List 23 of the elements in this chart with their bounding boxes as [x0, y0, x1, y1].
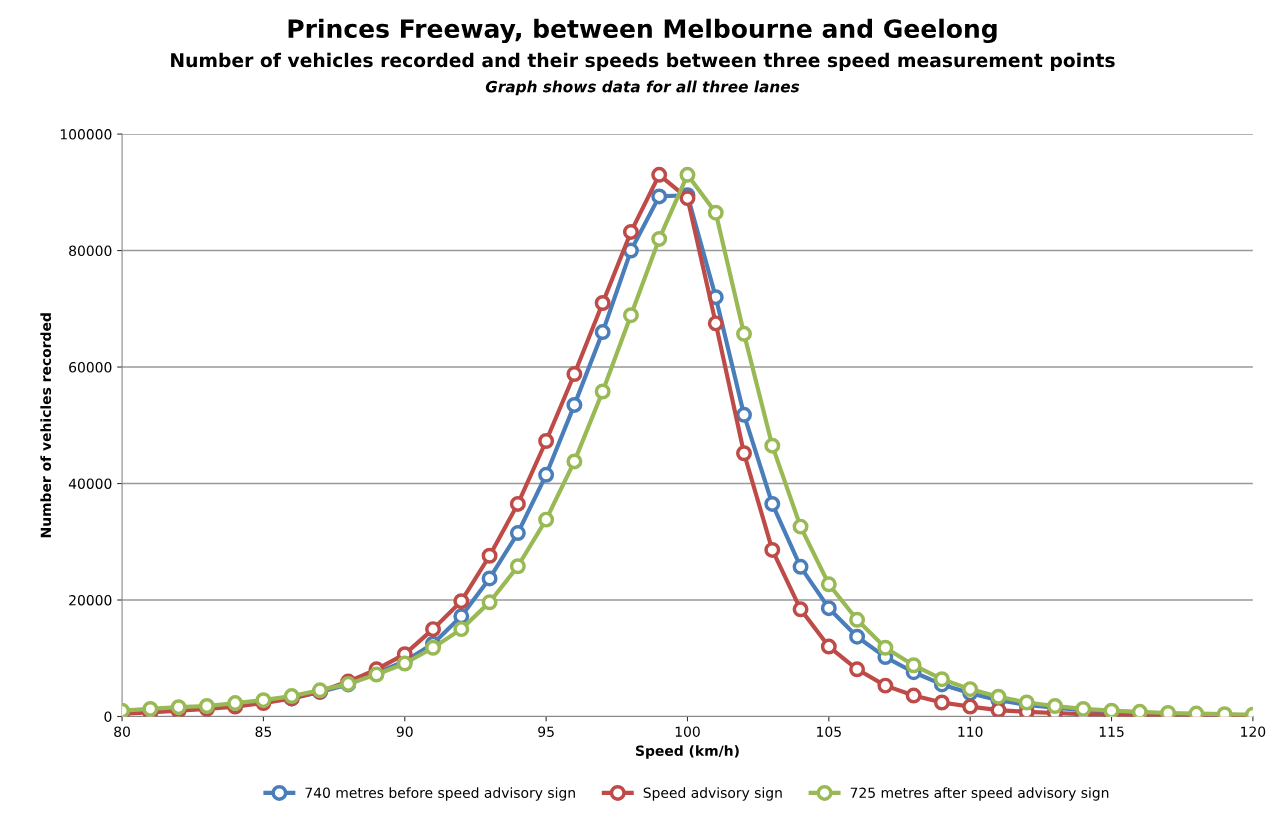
y-tick-label: 0 — [104, 711, 112, 722]
x-tick-label: 120 — [1241, 726, 1266, 737]
y-tick-label: 100000 — [60, 129, 112, 140]
x-tick-label: 100 — [675, 726, 700, 737]
x-tick-label: 90 — [396, 726, 413, 737]
x-tick-label: 105 — [817, 726, 841, 737]
y-tick-label: 40000 — [68, 478, 112, 489]
x-tick-label: 80 — [114, 726, 130, 737]
x-axis-title: Speed (km/h) — [636, 745, 739, 759]
x-tick-label: 110 — [958, 726, 983, 737]
x-tick-label: 95 — [538, 726, 554, 737]
y-tick-label: 60000 — [69, 362, 112, 373]
y-tick-label: 20000 — [69, 594, 112, 606]
chart-title: Princes Freeway, between Melbourne and Geelong — [288, 18, 997, 44]
text: Graph shows data for all three lanes — [485, 80, 800, 96]
y-tick-label: 80000 — [69, 245, 112, 257]
x-tick-label: 85 — [255, 726, 272, 737]
legend-label: 725 metres after speed advisory sign — [850, 787, 1109, 801]
x-tick-label: 115 — [1099, 726, 1124, 737]
legend-label: 740 metres before speed advisory sign — [305, 787, 575, 801]
y-axis-title: Number of vehicles recorded — [40, 313, 52, 538]
legend-label: Speed advisory sign — [643, 787, 782, 801]
chart-subtitle: Number of vehicles recorded and their speeds between three speed measurement points — [171, 52, 1115, 71]
